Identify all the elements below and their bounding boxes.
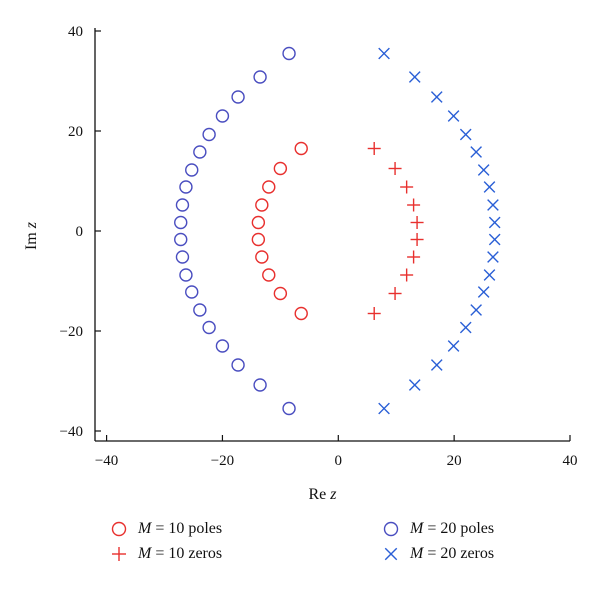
circle-point bbox=[179, 180, 193, 194]
y-tick-label: 0 bbox=[76, 224, 84, 240]
x-point bbox=[430, 91, 443, 103]
x-point bbox=[408, 379, 421, 391]
circle-point bbox=[174, 215, 188, 230]
series-3 bbox=[378, 47, 501, 415]
y-axis-title: Im z bbox=[23, 221, 40, 250]
circle-point bbox=[282, 401, 296, 416]
plus-point bbox=[407, 198, 421, 212]
x-point bbox=[459, 128, 472, 141]
plus-point bbox=[388, 287, 402, 300]
x-point bbox=[477, 286, 490, 298]
plus-point bbox=[400, 180, 414, 194]
x-point bbox=[430, 359, 443, 371]
circle-point bbox=[193, 145, 207, 159]
x-point bbox=[447, 340, 460, 352]
series-1 bbox=[367, 142, 424, 320]
circle-point bbox=[174, 232, 188, 247]
x-point bbox=[378, 47, 390, 60]
x-point bbox=[378, 402, 390, 415]
plus-point bbox=[367, 307, 381, 320]
x-point bbox=[488, 233, 501, 246]
circle-point bbox=[175, 198, 190, 212]
axes: −40 −20 0 20 40 −40 −20 0 20 40 Re z Im z bbox=[23, 24, 578, 503]
y-tick-label: 20 bbox=[68, 124, 83, 140]
x-point bbox=[488, 216, 501, 229]
x-point bbox=[470, 146, 482, 158]
y-tick-label: −40 bbox=[60, 424, 83, 440]
x-point bbox=[483, 181, 496, 193]
circle-point bbox=[231, 358, 245, 372]
circle-point bbox=[179, 268, 193, 282]
circle-point bbox=[193, 303, 207, 317]
circle-point bbox=[202, 320, 216, 335]
plus-point bbox=[410, 216, 424, 229]
x-point bbox=[459, 321, 472, 334]
plus-point bbox=[410, 233, 424, 246]
series-0 bbox=[251, 141, 308, 321]
x-point bbox=[483, 269, 496, 281]
circle-point bbox=[255, 198, 269, 212]
plus-point bbox=[367, 142, 381, 155]
x-point bbox=[477, 164, 490, 176]
series-2 bbox=[174, 46, 296, 416]
circle-point bbox=[282, 46, 296, 61]
x-point bbox=[470, 304, 482, 316]
plus-point bbox=[388, 162, 402, 175]
circle-point bbox=[262, 268, 276, 282]
circle-point bbox=[273, 286, 288, 301]
circle-point bbox=[185, 285, 199, 299]
circle-point bbox=[294, 141, 308, 156]
circle-point bbox=[185, 163, 199, 177]
x-tick-label: 20 bbox=[447, 453, 462, 469]
circle-point bbox=[215, 339, 230, 353]
circle-point bbox=[253, 378, 267, 392]
data-marks bbox=[174, 46, 501, 416]
x-axis-title: Re z bbox=[308, 486, 337, 503]
x-tick-label: −20 bbox=[211, 453, 234, 469]
x-point bbox=[487, 251, 499, 263]
x-point bbox=[447, 110, 460, 122]
circle-point bbox=[175, 250, 190, 264]
circle-point bbox=[273, 161, 288, 176]
circle-point bbox=[231, 90, 245, 104]
x-tick-label: 40 bbox=[563, 453, 578, 469]
x-point bbox=[487, 199, 499, 211]
circle-point bbox=[202, 127, 216, 142]
x-tick-label: −40 bbox=[95, 453, 118, 469]
circle-point bbox=[251, 215, 266, 230]
plus-point bbox=[400, 268, 414, 282]
circle-point bbox=[215, 109, 230, 123]
x-point bbox=[408, 71, 421, 83]
circle-point bbox=[253, 70, 267, 84]
y-tick-label: −20 bbox=[60, 324, 83, 340]
y-tick-label: 40 bbox=[68, 24, 83, 40]
x-tick-label: 0 bbox=[335, 453, 343, 469]
circle-point bbox=[262, 180, 276, 194]
circle-point bbox=[251, 232, 266, 247]
circle-point bbox=[255, 250, 269, 264]
circle-point bbox=[294, 306, 308, 321]
plus-point bbox=[407, 250, 421, 264]
